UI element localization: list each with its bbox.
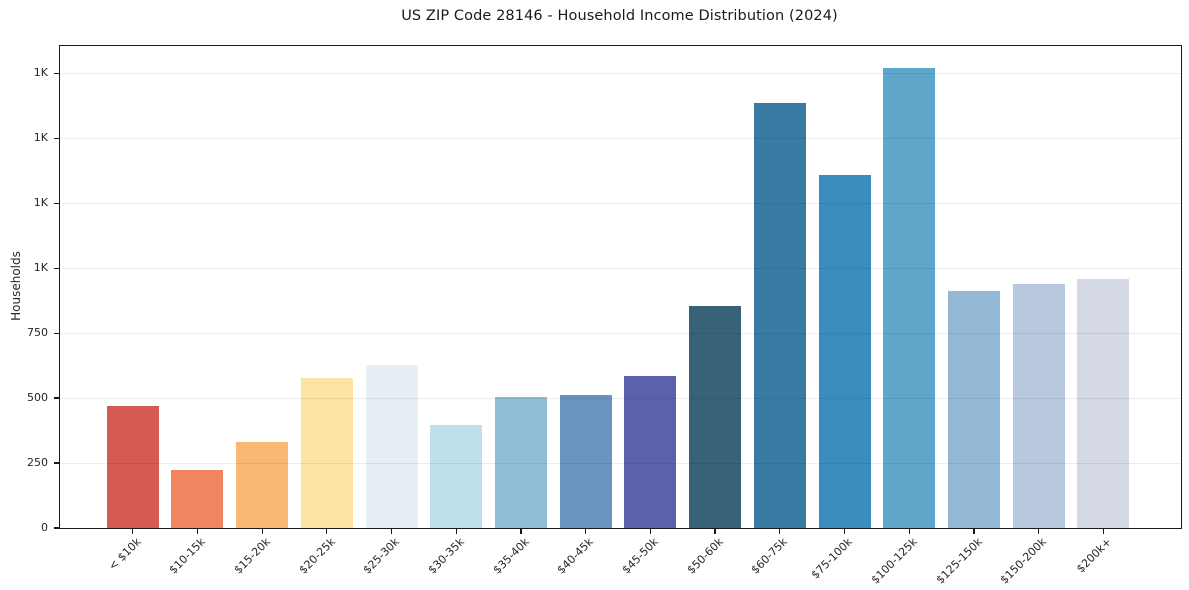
bar-10-15k — [171, 470, 224, 528]
x-tick-mark — [1102, 529, 1104, 535]
x-tick-mark — [973, 529, 975, 535]
x-tick-mark — [843, 529, 846, 535]
bar-25-30k — [365, 364, 418, 528]
y-tick-mark — [53, 462, 59, 464]
y-tick-label: 500 — [27, 390, 48, 404]
y-tick-label: 1K — [33, 195, 48, 209]
gridline — [60, 462, 1181, 464]
x-tick-label: $125-150k — [933, 535, 985, 587]
x-tick-mark — [779, 529, 781, 535]
y-tick-label: 1K — [33, 65, 48, 79]
x-tick-mark — [520, 529, 522, 535]
gridline — [60, 202, 1181, 204]
x-tick-label: $25-30k — [360, 535, 403, 577]
bar-15-20k — [236, 442, 289, 528]
x-tick-mark — [714, 529, 716, 535]
bar-45-50k — [624, 375, 677, 528]
x-tick-mark — [908, 529, 910, 535]
gridline — [60, 397, 1181, 399]
bar-10k — [106, 405, 159, 528]
x-tick-label: $200k+ — [1073, 535, 1114, 576]
x-tick-label: $75-100k — [808, 535, 856, 582]
x-tick-mark — [1038, 529, 1040, 535]
y-tick-mark — [53, 72, 59, 74]
y-axis-label: Households — [9, 251, 23, 321]
chart-title: US ZIP Code 28146 - Household Income Dis… — [401, 8, 838, 24]
x-tick-mark — [649, 529, 651, 535]
x-tick-mark — [261, 529, 263, 535]
x-tick-mark — [390, 529, 393, 535]
gridline — [60, 137, 1181, 139]
y-tick-mark — [53, 397, 59, 399]
bar-35-40k — [494, 396, 547, 528]
y-tick-label: 250 — [27, 455, 48, 469]
x-tick-label: $50-60k — [684, 535, 726, 577]
x-tick-mark — [455, 529, 457, 535]
bar-150-200k — [1012, 283, 1065, 528]
x-tick-label: $40-45k — [554, 535, 597, 577]
x-tick-label: $30-35k — [425, 535, 467, 577]
bar-200k — [1077, 279, 1130, 528]
bar-60-75k — [753, 102, 806, 528]
y-tick-mark — [53, 202, 59, 204]
y-tick-mark — [53, 332, 59, 334]
x-tick-mark — [585, 529, 587, 535]
y-tick-label: 750 — [27, 325, 48, 339]
y-tick-label: 0 — [41, 520, 48, 534]
x-tick-label: $150-200k — [997, 535, 1050, 587]
bar-20-25k — [300, 377, 353, 528]
x-tick-label: < $10k — [105, 535, 144, 573]
x-tick-mark — [326, 529, 328, 535]
x-tick-label: $20-25k — [296, 535, 338, 577]
x-tick-label: $35-40k — [490, 535, 532, 577]
y-tick-mark — [53, 527, 59, 529]
gridline — [60, 267, 1181, 269]
x-tick-label: $10-15k — [166, 535, 208, 577]
bar-75-100k — [818, 174, 871, 528]
x-tick-mark — [196, 529, 198, 535]
bar-125-150k — [947, 290, 1000, 528]
gridline — [60, 72, 1181, 74]
y-tick-mark — [53, 267, 59, 269]
plot-area — [53, 45, 1182, 535]
bar-40-45k — [559, 395, 612, 528]
bar-100-125k — [883, 68, 936, 528]
x-tick-label: $15-20k — [231, 535, 273, 577]
y-tick-mark — [53, 137, 59, 139]
y-tick-label: 1K — [33, 260, 48, 274]
y-tick-label: 1K — [33, 130, 48, 144]
bar-50-60k — [689, 305, 742, 528]
x-tick-label: $45-50k — [619, 535, 661, 577]
x-tick-mark — [132, 529, 134, 535]
x-tick-label: $100-125k — [868, 535, 920, 587]
bar-30-35k — [430, 424, 483, 528]
gridline — [60, 332, 1181, 334]
x-tick-label: $60-75k — [749, 535, 791, 577]
